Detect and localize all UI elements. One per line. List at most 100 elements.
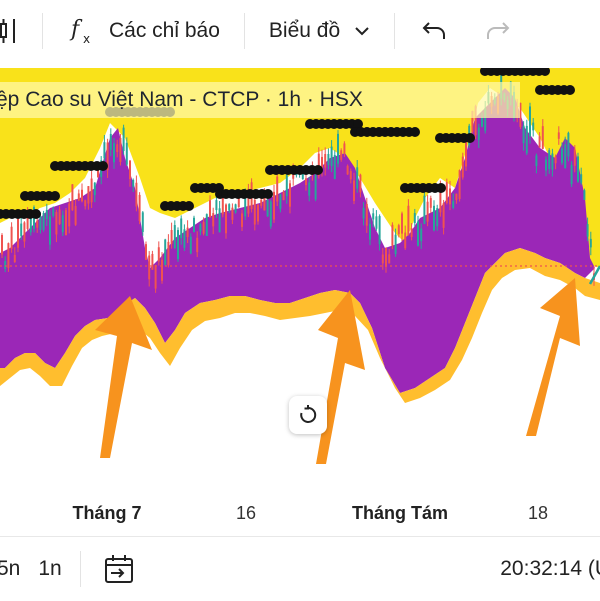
candle-body (433, 205, 435, 231)
chart-style-dropdown[interactable]: Biểu đồ (269, 0, 370, 62)
candle-body (173, 225, 176, 249)
chevron-down-icon (355, 27, 369, 36)
time-axis-label: 16 (235, 503, 257, 523)
candle-body (231, 207, 234, 220)
cloud-edge-markers (0, 68, 575, 219)
candle-body (13, 254, 16, 263)
redo-icon (487, 22, 510, 39)
undo-icon (422, 22, 446, 39)
candle-body (279, 194, 282, 209)
candle-body (340, 150, 343, 160)
candle-body (439, 186, 442, 213)
candle-body (541, 126, 544, 149)
candle-body (263, 192, 266, 211)
candle-body (205, 214, 208, 237)
chart-type-button[interactable] (0, 0, 24, 62)
candle-body (228, 204, 231, 211)
candle-body (397, 225, 400, 235)
chart-type-icon (0, 19, 15, 43)
range-1n-button[interactable]: 1n (38, 557, 62, 580)
candle-body (26, 214, 29, 229)
candle-body (202, 221, 205, 234)
time-axis-label: 18 (527, 503, 549, 523)
candle-body (413, 213, 416, 224)
purple-area (0, 88, 595, 393)
clock-timezone[interactable]: 20:32:14 (U (500, 557, 600, 580)
top-toolbar: f x Các chỉ báo Biểu đồ (0, 0, 600, 62)
candle-body (535, 155, 538, 166)
candle-body (90, 178, 93, 203)
candle-body (445, 182, 448, 204)
candle-body (87, 186, 90, 204)
chart-canvas[interactable] (0, 68, 600, 488)
candle-body (557, 132, 560, 139)
candle-body (401, 213, 403, 234)
candle-body (74, 205, 77, 225)
range-5n-button[interactable]: 5n (0, 557, 21, 580)
candle-body (381, 254, 384, 264)
candle-body (221, 193, 224, 215)
cloud-edge-dot (436, 183, 446, 193)
candle-body (461, 156, 464, 178)
candle-body (269, 201, 272, 227)
candle-body (253, 199, 256, 225)
candle-body (410, 228, 413, 237)
symbol-legend[interactable]: ệp Cao su Việt Nam - CTCP · 1h · HSX (0, 82, 520, 118)
cloud-edge-dot (540, 68, 550, 76)
go-to-date-button[interactable] (103, 553, 135, 585)
candle-body (113, 143, 115, 163)
candle-body (577, 156, 579, 182)
symbol-title: ệp Cao su Việt Nam - CTCP · 1h · HSX (0, 88, 363, 111)
candle-body (244, 194, 247, 217)
reset-chart-button[interactable] (289, 396, 327, 434)
redo-button[interactable] (485, 0, 511, 62)
candle-body (218, 208, 221, 233)
candle-body (554, 156, 557, 164)
cloud-edge-dot (98, 161, 108, 171)
price-chart[interactable] (0, 68, 600, 488)
candle-body (39, 216, 42, 231)
cloud-edge-dot (50, 191, 60, 201)
candle-body (337, 133, 339, 164)
candle-body (465, 142, 467, 167)
candle-body (567, 132, 570, 157)
candle-body (42, 212, 45, 230)
candle-body (138, 194, 141, 221)
candle-body (29, 215, 32, 233)
candle-body (529, 106, 531, 137)
candle-body (583, 190, 586, 200)
candle-body (97, 169, 99, 178)
svg-text:f: f (69, 17, 83, 42)
candle-body (148, 255, 151, 280)
candle-body (4, 260, 7, 269)
candle-body (196, 237, 199, 253)
cloud-edge-dot (353, 119, 363, 129)
candle-body (71, 184, 74, 211)
bottom-divider (79, 551, 81, 587)
candle-body (177, 230, 179, 260)
candle-body (45, 209, 48, 220)
cloud-edge-dot (263, 189, 273, 199)
candle-body (449, 188, 451, 205)
candle-body (452, 201, 455, 208)
candle-body (349, 171, 352, 180)
candle-body (481, 117, 483, 127)
candle-body (407, 205, 410, 236)
toolbar-divider (394, 13, 396, 49)
candle-body (58, 209, 61, 225)
candle-body (404, 232, 407, 249)
cloud-edge-dot (465, 133, 475, 143)
candle-body (426, 201, 429, 222)
candle-body (77, 193, 80, 201)
candle-body (209, 200, 211, 218)
orange-lower-band (0, 248, 600, 403)
indicators-button[interactable]: f x Các chỉ báo (69, 0, 220, 62)
candle-body (247, 188, 250, 214)
candle-body (186, 227, 189, 238)
candle-body (167, 241, 170, 266)
time-axis: Tháng 7 16 Tháng Tám 18 (0, 497, 600, 531)
candle-body (429, 198, 432, 208)
undo-button[interactable] (421, 0, 447, 62)
candle-body (545, 159, 547, 171)
toolbar-divider (42, 13, 43, 49)
